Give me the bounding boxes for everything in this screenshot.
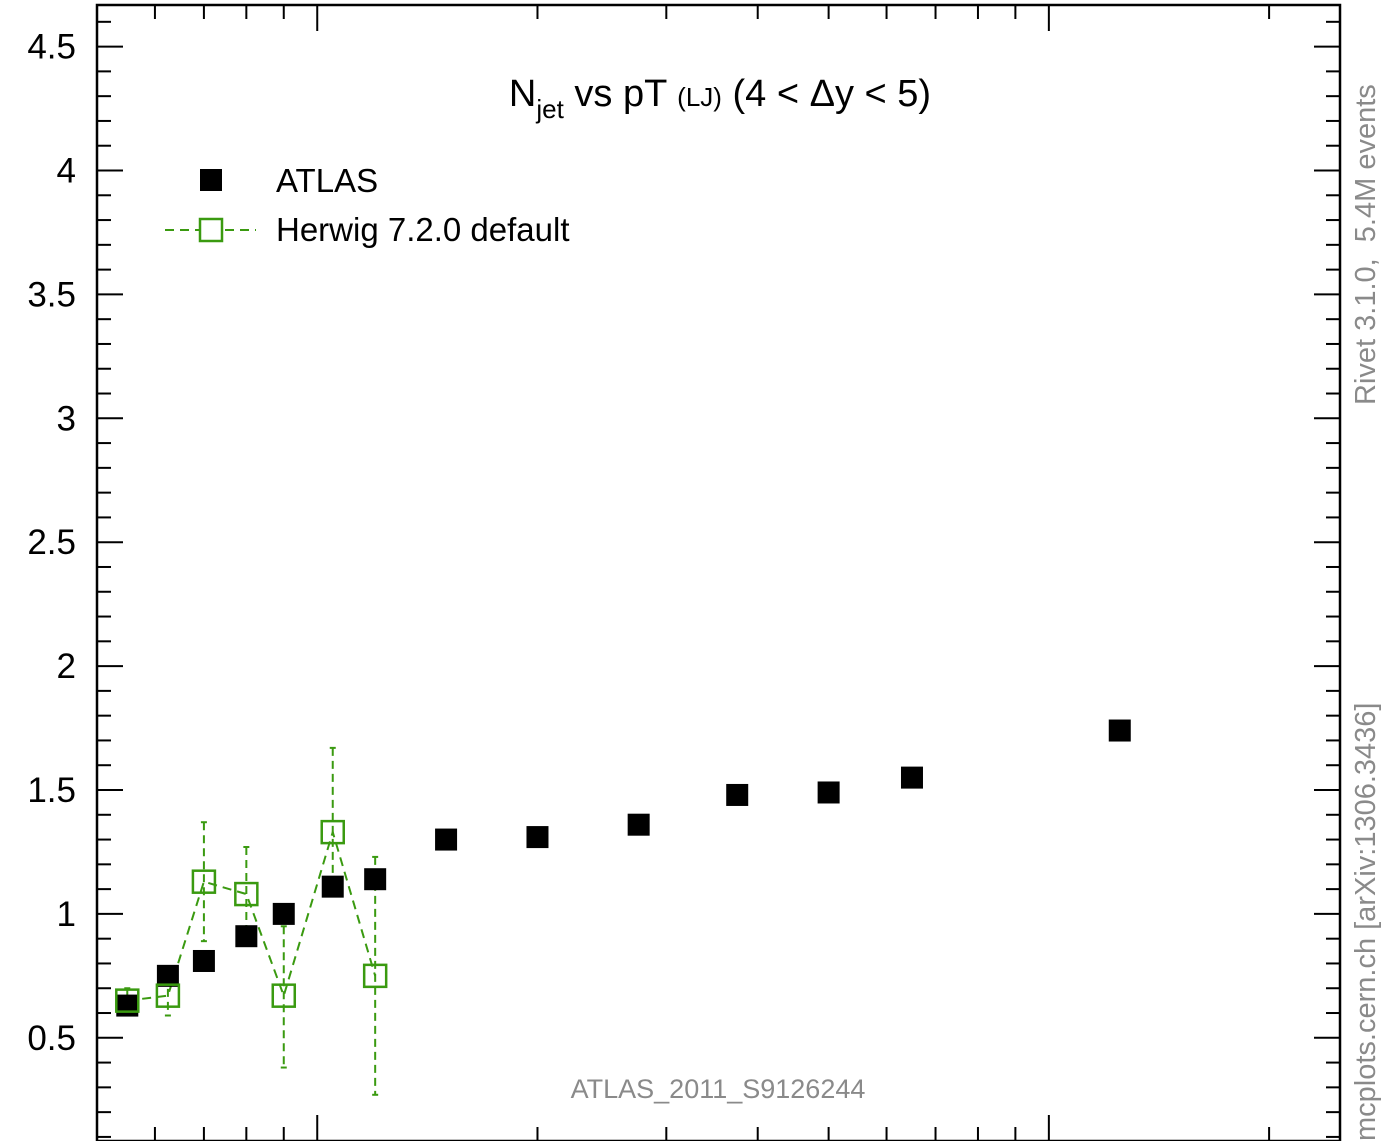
atlas-point <box>156 964 179 987</box>
y-tick-label: 4 <box>57 152 76 191</box>
herwig-point <box>155 983 181 1008</box>
herwig-point <box>234 881 259 907</box>
atlas-point <box>526 826 549 849</box>
herwig-point <box>362 963 388 989</box>
chart-title: Njet vs pT (LJ) (4 < Δy < 5) <box>509 73 931 124</box>
atlas-point <box>1108 719 1131 742</box>
y-tick-label: 1.5 <box>27 771 76 810</box>
atlas-point <box>272 902 295 925</box>
side-text-rivet: Rivet 3.1.0, 5.4M events <box>1350 84 1382 405</box>
y-tick-label: 3 <box>57 399 76 438</box>
y-tick-label: 1 <box>57 895 76 934</box>
atlas-point <box>235 925 258 948</box>
herwig-point <box>115 988 140 1013</box>
atlas-point <box>435 828 458 851</box>
y-tick-label: 4.5 <box>27 28 76 67</box>
analysis-annotation: ATLAS_2011_S9126244 <box>571 1074 866 1104</box>
y-tick-label: 2.5 <box>27 523 76 562</box>
legend-atlas-marker <box>200 169 222 191</box>
chart-title-subscript: jet <box>535 94 564 124</box>
herwig-point <box>320 819 345 845</box>
atlas-point <box>192 949 215 972</box>
atlas-point <box>116 994 139 1017</box>
chart-title-base: N <box>509 73 536 115</box>
legend-herwig-marker <box>198 217 224 243</box>
y-tick-label: 3.5 <box>27 275 76 314</box>
atlas-point <box>817 781 840 804</box>
atlas-point <box>900 766 923 789</box>
axis-ticks <box>96 5 1340 1141</box>
y-tick-label: 2 <box>57 647 76 686</box>
herwig-point <box>271 983 297 1008</box>
legend-herwig-label: Herwig 7.2.0 default <box>276 211 570 248</box>
chart-title-small: (LJ) <box>677 82 722 112</box>
atlas-point <box>726 783 749 806</box>
atlas-point <box>321 875 344 898</box>
plot-frame <box>95 3 1342 1141</box>
chart-title-rest: vs pT <box>564 73 677 115</box>
atlas-point <box>627 813 650 836</box>
legend: ATLAS Herwig 7.2.0 default <box>165 162 570 248</box>
side-text-mcplots: mcplots.cern.ch [arXiv:1306.3436] <box>1350 703 1382 1141</box>
y-tick-labels: 0.5 1 1.5 2 2.5 3 3.5 4 4.5 <box>27 28 76 1058</box>
chart-title-range: (4 < Δy < 5) <box>722 73 931 115</box>
herwig-point <box>191 869 217 894</box>
atlas-point <box>364 868 387 891</box>
series-layer <box>115 719 1131 1096</box>
y-tick-label: 0.5 <box>27 1019 76 1058</box>
legend-atlas-label: ATLAS <box>276 162 378 199</box>
